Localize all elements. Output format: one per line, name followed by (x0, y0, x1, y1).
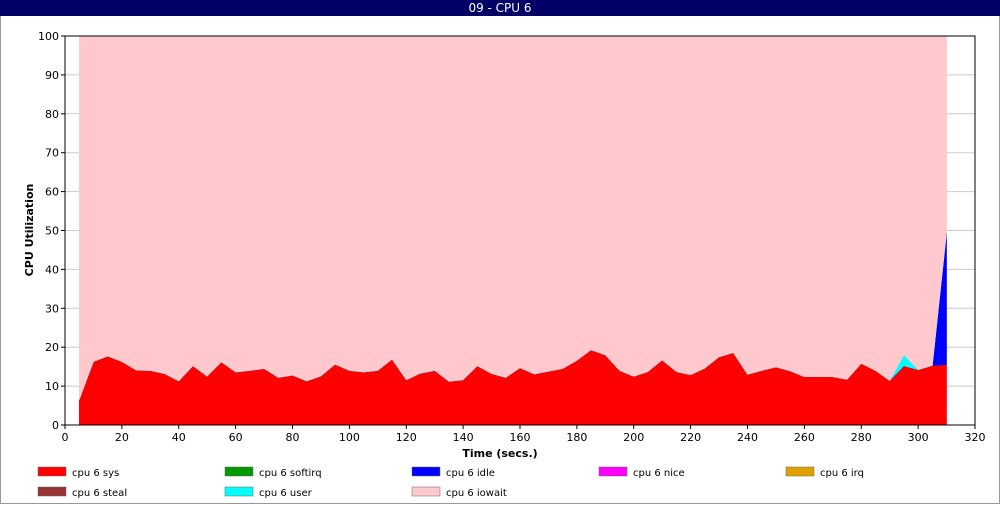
x-tick-label: 220 (680, 431, 701, 444)
x-tick-label: 160 (510, 431, 531, 444)
legend-swatch (37, 486, 67, 497)
y-tick-label: 30 (45, 302, 59, 315)
legend-label: cpu 6 idle (446, 468, 495, 479)
x-tick-label: 280 (851, 431, 872, 444)
legend-label: cpu 6 irq (820, 468, 864, 479)
legend-swatch (411, 486, 441, 497)
y-tick-label: 90 (45, 69, 59, 82)
x-tick-label: 100 (339, 431, 360, 444)
x-tick-label: 140 (453, 431, 474, 444)
legend-swatch (37, 466, 67, 477)
x-tick-label: 20 (115, 431, 129, 444)
x-axis-label: Time (secs.) (462, 447, 537, 460)
legend-swatch (224, 486, 254, 497)
y-tick-label: 80 (45, 108, 59, 121)
y-tick-label: 70 (45, 147, 59, 160)
chart-title: 09 - CPU 6 (468, 1, 531, 15)
y-axis-label: CPU Utilization (23, 184, 36, 277)
x-tick-label: 0 (62, 431, 69, 444)
legend-label: cpu 6 nice (633, 468, 685, 479)
legend-swatch (598, 466, 628, 477)
legend-swatch (785, 466, 815, 477)
legend-label: cpu 6 softirq (259, 468, 322, 479)
y-tick-label: 40 (45, 263, 59, 276)
legend-label: cpu 6 sys (72, 468, 119, 479)
legend-label: cpu 6 user (259, 488, 313, 499)
y-tick-label: 60 (45, 186, 59, 199)
x-tick-label: 260 (794, 431, 815, 444)
legend-swatch (224, 466, 254, 477)
legend-label: cpu 6 steal (72, 488, 127, 499)
x-tick-label: 180 (566, 431, 587, 444)
title-bar (0, 0, 1000, 16)
x-tick-label: 200 (623, 431, 644, 444)
y-tick-label: 10 (45, 380, 59, 393)
legend-label: cpu 6 iowait (446, 488, 507, 499)
area (78, 35, 947, 400)
x-tick-label: 300 (908, 431, 929, 444)
plot-border (64, 35, 976, 426)
x-tick-label: 320 (965, 431, 986, 444)
x-tick-label: 120 (396, 431, 417, 444)
y-tick-label: 0 (52, 419, 59, 432)
x-tick-label: 40 (172, 431, 186, 444)
y-tick-label: 20 (45, 341, 59, 354)
y-tick-label: 100 (38, 30, 59, 43)
x-tick-label: 60 (229, 431, 243, 444)
legend-swatch (411, 466, 441, 477)
x-tick-label: 80 (286, 431, 300, 444)
y-tick-label: 50 (45, 225, 59, 238)
x-tick-label: 240 (737, 431, 758, 444)
